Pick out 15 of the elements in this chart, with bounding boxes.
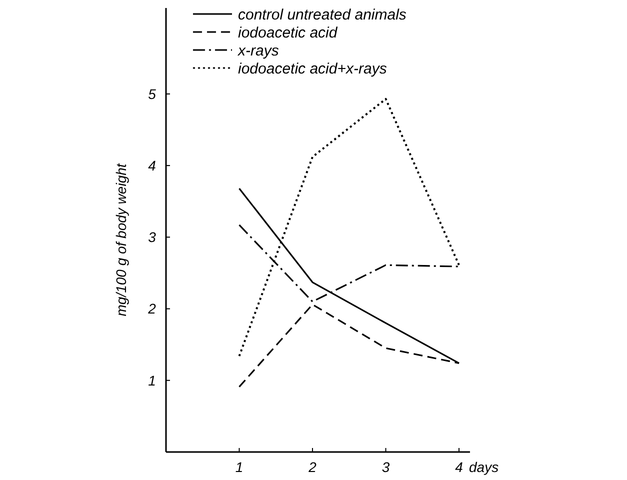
y-axis-title: mg/100 g of body weight (113, 162, 129, 316)
legend-label: x-rays (237, 42, 280, 60)
x-tick-label: 4 (455, 459, 464, 475)
y-tick-label: 5 (148, 86, 156, 102)
legend-label: control untreated animals (238, 6, 407, 24)
x-tick-label: 2 (308, 459, 317, 475)
x-axis-title: days (469, 459, 499, 475)
y-tick-label: 2 (147, 300, 156, 317)
legend-label: iodoacetic acid+x-rays (238, 60, 388, 78)
y-tick-label: 3 (148, 229, 156, 246)
y-tick-label: 1 (148, 372, 156, 388)
y-tick-label: 4 (148, 157, 156, 174)
legend-label: iodoacetic acid (238, 24, 338, 42)
x-tick-label: 3 (382, 459, 390, 475)
x-tick-label: 1 (235, 459, 244, 475)
